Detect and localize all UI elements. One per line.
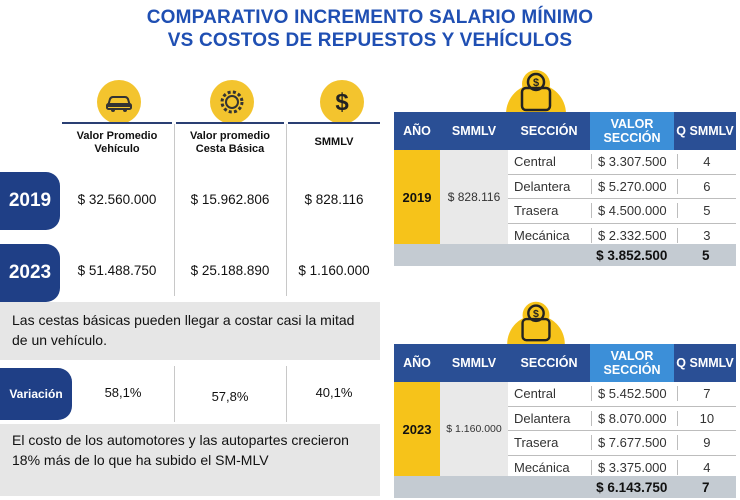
column-divider	[286, 366, 287, 422]
table-row: Central $ 5.452.500 7	[508, 382, 736, 407]
th-seccion: SECCIÓN	[508, 112, 590, 150]
cesta-2019: $ 15.962.806	[190, 191, 270, 207]
variation-smmlv: 40,1%	[315, 384, 353, 400]
vehiculo-2023: $ 51.488.750	[77, 262, 157, 278]
th-smmlv: SMMLV	[440, 112, 508, 150]
variation-cesta: 57,8%	[211, 388, 249, 404]
table-row: Trasera $ 7.677.500 9	[508, 431, 736, 456]
year-2019-label: 2019	[0, 172, 60, 230]
note-automotores: El costo de los automotores y las autopa…	[0, 424, 380, 496]
smmlv-2019: $ 828.116	[304, 191, 364, 207]
header-vehiculo: Valor Promedio Vehículo	[62, 122, 172, 170]
table-row: Mecánica $ 3.375.000 4	[508, 455, 736, 479]
table-row: Delantera $ 8.070.000 10	[508, 406, 736, 431]
th-seccion: SECCIÓN	[508, 344, 590, 382]
svg-text:$: $	[533, 308, 539, 320]
year-cell: 2023	[394, 382, 440, 476]
table-row: Delantera $ 5.270.000 6	[508, 174, 736, 199]
th-anio: AÑO	[394, 112, 440, 150]
column-divider	[286, 124, 287, 296]
column-divider	[174, 366, 175, 422]
table-row: Mecánica $ 2.332.500 3	[508, 223, 736, 247]
svg-text:$: $	[335, 89, 349, 116]
year-2023-label: 2023	[0, 244, 60, 302]
year-cell: 2019	[394, 150, 440, 244]
total-row: $ 3.852.500 5	[394, 244, 736, 266]
table-row: Central $ 3.307.500 4	[508, 150, 736, 175]
svg-text:$: $	[533, 77, 539, 89]
smmlv-cell: $ 1.160.000	[440, 382, 508, 476]
variation-label: Variación	[0, 368, 72, 420]
header-cesta: Valor promedio Cesta Básica	[176, 122, 284, 170]
table-row: Trasera $ 4.500.000 5	[508, 199, 736, 224]
gear-icon	[210, 80, 254, 124]
variation-vehiculo: 58,1%	[104, 384, 142, 400]
money-bag-icon: $	[504, 296, 568, 344]
th-valor: VALOR SECCIÓN	[590, 112, 674, 150]
total-row: $ 6.143.750 7	[394, 476, 736, 498]
column-divider	[174, 124, 175, 296]
car-icon	[97, 80, 141, 124]
header-smmlv: SMMLV	[288, 122, 380, 170]
th-anio: AÑO	[394, 344, 440, 382]
rows-2023: Central $ 5.452.500 7 Delantera $ 8.070.…	[508, 382, 736, 479]
th-smmlv: SMMLV	[440, 344, 508, 382]
vehiculo-2019: $ 32.560.000	[77, 191, 157, 207]
th-q: Q SMMLV	[674, 112, 736, 150]
note-cesta: Las cestas básicas pueden llegar a costa…	[0, 302, 380, 360]
smmlv-cell: $ 828.116	[440, 150, 508, 244]
page-title: COMPARATIVO INCREMENTO SALARIO MÍNIMO VS…	[146, 7, 594, 51]
rows-2019: Central $ 3.307.500 4 Delantera $ 5.270.…	[508, 150, 736, 247]
th-q: Q SMMLV	[674, 344, 736, 382]
th-valor: VALOR SECCIÓN	[590, 344, 674, 382]
smmlv-2023: $ 1.160.000	[298, 262, 370, 278]
dollar-icon: $	[320, 80, 364, 124]
cesta-2023: $ 25.188.890	[190, 262, 270, 278]
money-bag-icon: $	[504, 64, 568, 114]
